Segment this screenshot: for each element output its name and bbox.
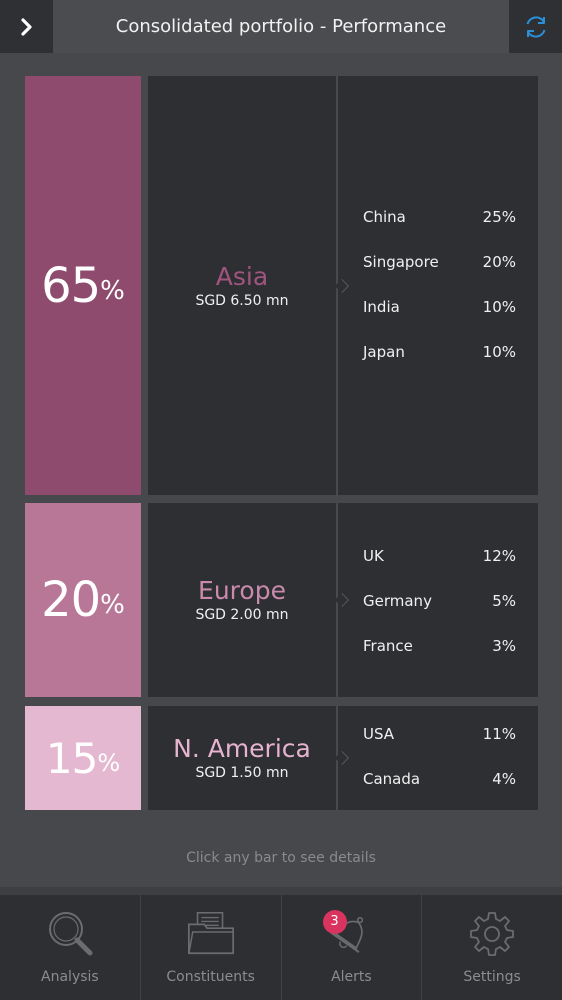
country-name: USA — [363, 725, 395, 743]
region-name: N. America — [173, 734, 311, 763]
refresh-button[interactable] — [509, 0, 562, 53]
region-percent-value: 15 — [45, 733, 98, 783]
region-percent-value: 20 — [41, 572, 101, 628]
refresh-icon — [526, 15, 545, 38]
page-title: Consolidated portfolio - Performance — [115, 16, 447, 37]
country-name: Canada — [363, 770, 421, 788]
country-name: UK — [363, 547, 384, 565]
percent-sign: % — [100, 275, 125, 306]
list-item: UK 12% — [363, 547, 516, 592]
country-percent: 20% — [482, 253, 516, 271]
app-header: Consolidated portfolio - Performance — [0, 0, 562, 53]
country-breakdown: China 25% Singapore 20% India 10% Japan 10% — [334, 76, 538, 495]
tab-label: Constituents — [166, 969, 255, 985]
country-name: Germany — [363, 592, 432, 610]
region-percent-bar[interactable]: 65% — [25, 76, 141, 495]
country-percent: 12% — [482, 547, 516, 565]
percent-sign: % — [100, 590, 125, 620]
region-summary[interactable]: N. America SGD 1.50 mn — [148, 706, 336, 810]
list-item: India 10% — [363, 298, 516, 343]
region-amount: SGD 6.50 mn — [195, 292, 289, 309]
region-row-europe[interactable]: 20% Europe SGD 2.00 mn UK 12% Germany 5% F… — [25, 503, 538, 697]
list-item: Singapore 20% — [363, 253, 516, 298]
tab-label: Analysis — [41, 969, 99, 985]
region-percent-bar[interactable]: 20% — [25, 503, 141, 697]
percent-sign: % — [97, 749, 121, 777]
tab-analysis[interactable]: Analysis — [0, 895, 141, 1000]
region-name: Europe — [198, 576, 286, 605]
country-percent: 25% — [482, 208, 516, 226]
country-breakdown: UK 12% Germany 5% France 3% — [334, 503, 538, 697]
country-percent: 10% — [482, 343, 516, 361]
alerts-count-badge: 3 — [322, 910, 347, 934]
region-amount: SGD 1.50 mn — [195, 765, 289, 781]
country-percent: 4% — [492, 770, 516, 788]
folder-icon — [187, 912, 234, 955]
country-name: India — [363, 298, 400, 316]
list-item: Japan 10% — [363, 343, 516, 388]
country-percent: 5% — [492, 592, 516, 610]
tab-alerts[interactable]: 3 Alerts — [282, 895, 423, 1000]
bell-icon — [330, 917, 364, 953]
list-item: Canada 4% — [363, 770, 516, 815]
magnifier-icon — [48, 912, 93, 956]
gear-icon — [470, 912, 515, 956]
country-percent: 3% — [492, 637, 516, 655]
tab-settings[interactable]: Settings — [422, 895, 562, 1000]
region-name: Asia — [215, 261, 269, 291]
tab-label: Alerts — [331, 969, 372, 985]
bottom-nav: Analysis Constituents — [0, 887, 562, 1000]
region-percent-bar[interactable]: 15% — [25, 706, 141, 810]
country-name: Singapore — [363, 253, 439, 271]
list-item: China 25% — [363, 208, 516, 253]
back-button[interactable] — [0, 0, 53, 53]
region-row-asia[interactable]: 65% Asia SGD 6.50 mn China 25% Singapore 2… — [25, 76, 538, 495]
country-percent: 10% — [482, 298, 516, 316]
region-percent-value: 65 — [41, 257, 101, 314]
region-summary[interactable]: Asia SGD 6.50 mn — [148, 76, 336, 495]
list-item: Germany 5% — [363, 592, 516, 637]
country-name: Japan — [363, 343, 405, 361]
country-name: China — [363, 208, 406, 226]
pointer-arrow-icon — [334, 278, 350, 293]
performance-panel: 65% Asia SGD 6.50 mn China 25% Singapore 2… — [0, 53, 562, 887]
country-percent: 11% — [482, 725, 516, 743]
hint-text: Click any bar to see details — [186, 850, 376, 866]
country-name: France — [363, 637, 413, 655]
region-amount: SGD 2.00 mn — [195, 607, 289, 623]
country-breakdown: USA 11% Canada 4% — [334, 706, 538, 810]
tab-constituents[interactable]: Constituents — [141, 895, 282, 1000]
pointer-arrow-icon — [334, 750, 350, 766]
chevron-right-icon — [20, 17, 32, 36]
list-item: USA 11% — [363, 725, 516, 770]
pointer-arrow-icon — [334, 592, 350, 608]
region-summary[interactable]: Europe SGD 2.00 mn — [148, 503, 336, 697]
list-item: France 3% — [363, 637, 516, 682]
tab-label: Settings — [463, 969, 521, 985]
region-row-north-america[interactable]: 15% N. America SGD 1.50 mn USA 11% Canada… — [25, 706, 538, 810]
